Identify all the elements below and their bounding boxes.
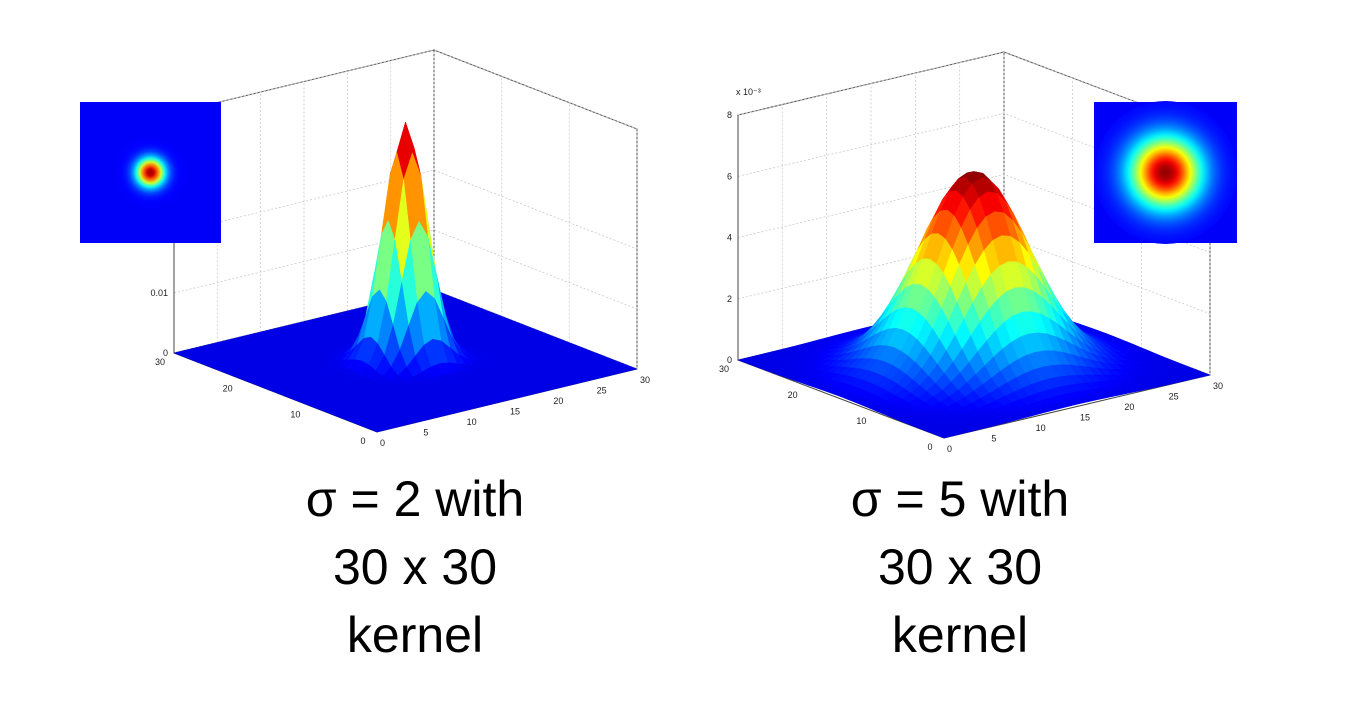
caption-sigma-2: σ = 2 with 30 x 30 kernel (215, 465, 615, 669)
z-tick-label: 6 (727, 171, 732, 181)
caption-line: kernel (346, 607, 484, 663)
x-tick-label: 15 (510, 407, 520, 417)
caption-sigma-5: σ = 5 with 30 x 30 kernel (760, 465, 1160, 669)
x-tick-label: 15 (1080, 413, 1090, 423)
x-tick-label: 30 (1213, 381, 1223, 391)
x-tick-label: 25 (1169, 392, 1179, 402)
kernel-inset-image (1094, 101, 1237, 244)
kernel-inset-image (80, 102, 221, 243)
x-tick-label: 10 (1036, 423, 1046, 433)
z-tick-label: 0.01 (150, 288, 168, 298)
x-tick-label: 30 (640, 375, 650, 385)
grid-line (173, 49, 638, 130)
x-tick-label: 5 (423, 428, 428, 438)
y-tick-label: 30 (155, 357, 165, 367)
caption-line: kernel (891, 607, 1029, 663)
x-tick-label: 25 (597, 386, 607, 396)
grid-line (173, 169, 638, 250)
caption-line: σ = 2 with (305, 471, 525, 527)
y-tick-label: 10 (290, 410, 300, 420)
surface-patch (369, 427, 387, 433)
surface (737, 171, 1211, 439)
z-tick-label: 0 (163, 348, 168, 358)
caption-line: σ = 5 with (850, 471, 1070, 527)
z-tick-label: 0 (727, 355, 732, 365)
x-tick-label: 10 (467, 417, 477, 427)
y-tick-label: 0 (927, 442, 932, 452)
z-multiplier-label: x 10⁻³ (736, 87, 761, 97)
z-tick-label: 4 (727, 233, 732, 243)
z-tick-label: 8 (727, 110, 732, 120)
y-tick-label: 10 (856, 416, 866, 426)
grid-line (173, 229, 638, 310)
y-tick-label: 0 (360, 436, 365, 446)
x-tick-label: 20 (553, 396, 563, 406)
y-tick-label: 20 (223, 383, 233, 393)
y-tick-label: 30 (719, 364, 729, 374)
x-tick-label: 0 (380, 438, 385, 448)
surface-patch (936, 432, 954, 439)
y-tick-label: 20 (788, 390, 798, 400)
caption-line: 30 x 30 (877, 539, 1042, 595)
caption-line: 30 x 30 (332, 539, 497, 595)
x-tick-label: 20 (1124, 402, 1134, 412)
surface (173, 121, 638, 433)
inset-kernel-blob (80, 102, 221, 243)
x-tick-label: 0 (947, 444, 952, 454)
z-tick-label: 2 (727, 294, 732, 304)
inset-kernel-blob (1094, 101, 1237, 244)
x-tick-label: 5 (991, 434, 996, 444)
